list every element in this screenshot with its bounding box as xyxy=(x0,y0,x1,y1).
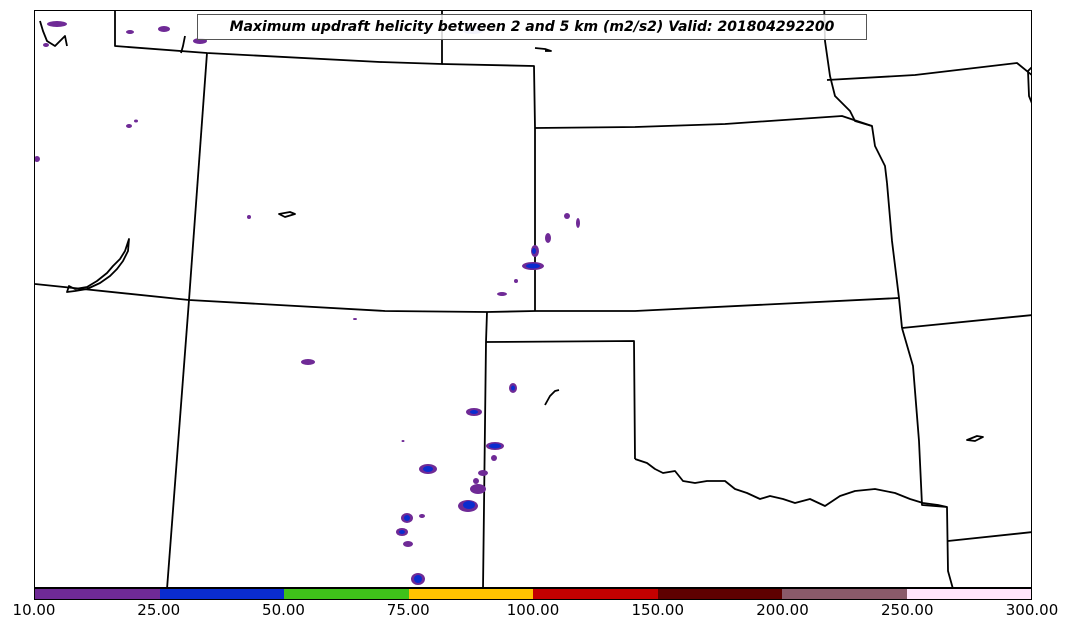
colorbar-tick-label: 250.00 xyxy=(881,601,934,619)
border-ar-la xyxy=(947,531,1031,542)
helicity-swath xyxy=(247,215,251,219)
lakes-id xyxy=(39,20,68,47)
helicity-swath xyxy=(399,530,405,534)
helicity-swath xyxy=(545,233,551,243)
lake-mt-east xyxy=(180,35,186,54)
lake-mn xyxy=(1027,66,1031,104)
border-ne-ia xyxy=(823,11,873,127)
helicity-swath xyxy=(419,514,425,518)
helicity-swath xyxy=(478,470,488,476)
colorbar-tick-label: 300.00 xyxy=(1005,601,1059,619)
helicity-swath xyxy=(470,410,478,414)
border-nm-tx-panhandle xyxy=(482,311,488,587)
border-ut-co-south xyxy=(35,283,900,313)
lake-ar xyxy=(966,435,984,442)
helicity-swath xyxy=(43,43,49,47)
helicity-swath xyxy=(423,466,433,472)
colorbar-segment xyxy=(408,589,533,599)
border-nm-west xyxy=(166,299,190,587)
helicity-swath xyxy=(126,124,132,128)
colorbar-tick-label: 200.00 xyxy=(756,601,809,619)
lake-tx-panhandle xyxy=(544,389,560,406)
colorbar-segment xyxy=(782,589,907,599)
helicity-swath xyxy=(514,279,518,283)
map-title: Maximum updraft helicity between 2 and 5… xyxy=(197,14,867,40)
helicity-swath xyxy=(473,478,479,484)
border-ok-east xyxy=(901,327,954,587)
helicity-swath xyxy=(576,218,580,228)
border-ne-ks xyxy=(534,115,888,184)
colorbar-tick-label: 50.00 xyxy=(262,601,305,619)
map-canvas xyxy=(35,11,1031,587)
colorbar xyxy=(34,588,1032,600)
helicity-swath xyxy=(404,515,410,521)
helicity-swath xyxy=(126,30,134,34)
map-panel xyxy=(34,10,1032,588)
colorbar-segment xyxy=(35,589,160,599)
helicity-swath xyxy=(564,213,570,219)
border-red-river xyxy=(634,458,948,508)
border-wy-west xyxy=(188,52,208,301)
colorbar-segment xyxy=(533,589,658,599)
helicity-swath xyxy=(353,318,357,320)
colorbar-tick-label: 150.00 xyxy=(631,601,685,619)
state-borders xyxy=(35,11,1031,587)
helicity-swath xyxy=(489,443,501,449)
helicity-swath xyxy=(463,501,475,509)
reservoir-wy xyxy=(278,211,296,218)
colorbar-tick-label: 25.00 xyxy=(137,601,181,619)
helicity-swath xyxy=(414,575,422,583)
border-ks-east xyxy=(886,182,903,329)
colorbar-segment xyxy=(159,589,284,599)
border-co-ne-north xyxy=(441,63,536,129)
helicity-swath xyxy=(491,455,497,461)
colorbar-tick-labels: 10.00 25.00 50.00 75.00 100.00 150.00 200.00 25… xyxy=(0,601,1070,627)
helicity-swaths xyxy=(35,21,580,585)
helicity-swath xyxy=(158,26,170,32)
helicity-swath xyxy=(35,156,40,162)
colorbar-tick-label: 75.00 xyxy=(386,601,430,619)
helicity-swath xyxy=(301,359,315,365)
border-mo-ok xyxy=(901,314,1031,329)
helicity-swath xyxy=(497,292,507,296)
border-ia-north xyxy=(826,62,1031,81)
border-tx-ok-north xyxy=(485,340,636,460)
helicity-swath xyxy=(532,248,536,254)
helicity-swath xyxy=(134,119,138,123)
helicity-swath xyxy=(47,21,67,27)
river-ne xyxy=(534,47,552,52)
helicity-swath xyxy=(401,440,405,442)
helicity-swath xyxy=(470,484,486,494)
colorbar-segment xyxy=(284,589,409,599)
helicity-swath xyxy=(511,385,515,391)
colorbar-segment xyxy=(657,589,782,599)
colorbar-tick-label: 100.00 xyxy=(506,601,560,619)
colorbar-tick-label: 10.00 xyxy=(12,601,56,619)
border-wy-mt xyxy=(114,11,443,65)
colorbar-segment xyxy=(906,589,1031,599)
great-salt-lake xyxy=(66,238,130,293)
helicity-swath xyxy=(403,541,413,547)
helicity-swath xyxy=(526,263,540,269)
